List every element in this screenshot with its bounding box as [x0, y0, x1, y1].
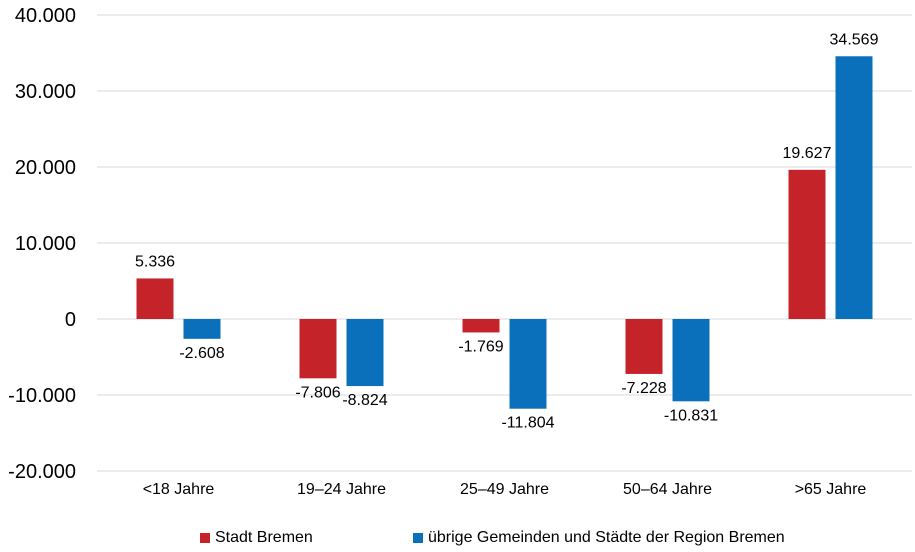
data-label: -1.769	[458, 338, 503, 355]
y-tick-label: 30.000	[15, 81, 76, 103]
y-tick-label: 10.000	[15, 233, 76, 255]
legend-swatch	[413, 533, 423, 543]
bar	[299, 319, 337, 379]
data-label: 34.569	[830, 31, 879, 48]
data-label: -7.806	[295, 384, 340, 401]
legend-item-stadt-bremen: Stadt Bremen	[200, 529, 313, 547]
bar	[835, 56, 873, 319]
x-tick-label: 50–64 Jahre	[623, 481, 712, 498]
x-tick-label: <18 Jahre	[143, 481, 215, 498]
bar	[672, 319, 710, 402]
legend-item-region-bremen: übrige Gemeinden und Städte der Region B…	[413, 529, 785, 547]
legend-swatch	[200, 533, 210, 543]
x-tick-label: >65 Jahre	[795, 481, 867, 498]
y-tick-label: -20.000	[8, 461, 76, 483]
data-label: -2.608	[179, 345, 224, 362]
data-label: -10.831	[664, 407, 718, 424]
bar	[346, 319, 384, 387]
data-label: 5.336	[135, 253, 175, 270]
bar	[625, 319, 663, 374]
legend-label: Stadt Bremen	[215, 529, 313, 546]
data-label: -8.824	[342, 392, 387, 409]
y-tick-label: 0	[65, 309, 76, 331]
legend-label: übrige Gemeinden und Städte der Region B…	[428, 529, 785, 546]
y-tick-label: -10.000	[8, 385, 76, 407]
bar	[788, 169, 826, 319]
bar	[136, 278, 174, 319]
y-tick-label: 20.000	[15, 157, 76, 179]
bar	[462, 319, 500, 333]
x-tick-label: 19–24 Jahre	[297, 481, 386, 498]
legend: Stadt Bremen übrige Gemeinden und Städte…	[0, 529, 915, 549]
y-tick-label: 40.000	[15, 5, 76, 27]
bar	[509, 319, 547, 409]
data-label: -7.228	[621, 380, 666, 397]
data-label: 19.627	[783, 145, 832, 162]
data-label: -11.804	[501, 415, 554, 432]
bar	[183, 319, 221, 339]
x-tick-label: 25–49 Jahre	[460, 481, 549, 498]
